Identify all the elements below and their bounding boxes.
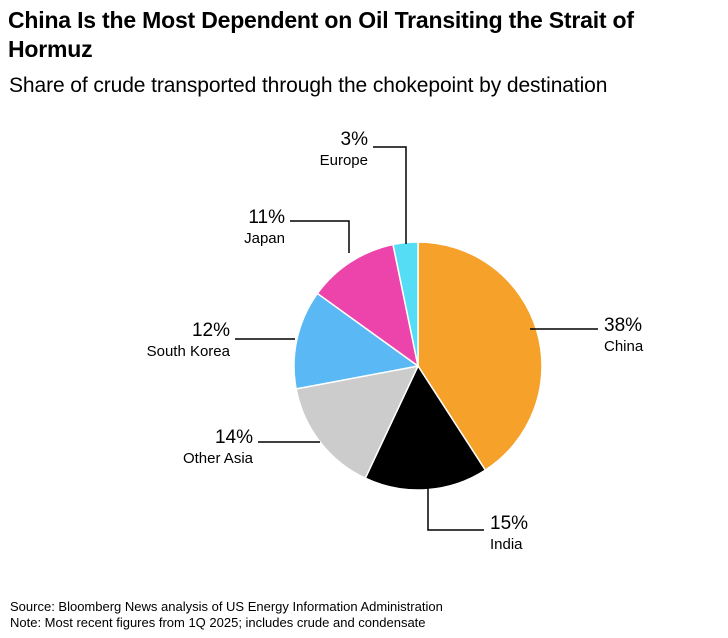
category-label-china: China <box>604 338 644 355</box>
value-label-south-korea: 12% <box>192 320 230 341</box>
value-label-japan: 11% <box>248 207 285 228</box>
leader-line-japan <box>290 221 349 253</box>
chart-footer: Source: Bloomberg News analysis of US En… <box>10 599 443 631</box>
value-label-india: 15% <box>490 513 528 534</box>
pie-chart: 38% China 15% India 14% Other Asia 12% South Ko… <box>0 0 728 590</box>
value-label-other-asia: 14% <box>215 427 253 448</box>
category-label-japan: Japan <box>244 230 285 247</box>
category-label-europe: Europe <box>320 152 368 169</box>
source-note: Source: Bloomberg News analysis of US En… <box>10 599 443 615</box>
category-label-other-asia: Other Asia <box>183 450 254 467</box>
leader-line-europe <box>373 147 406 244</box>
footnote: Note: Most recent figures from 1Q 2025; … <box>10 615 443 631</box>
category-label-south-korea: South Korea <box>147 343 231 360</box>
category-label-india: India <box>490 536 523 553</box>
value-label-europe: 3% <box>341 129 369 150</box>
value-label-china: 38% <box>604 315 642 336</box>
